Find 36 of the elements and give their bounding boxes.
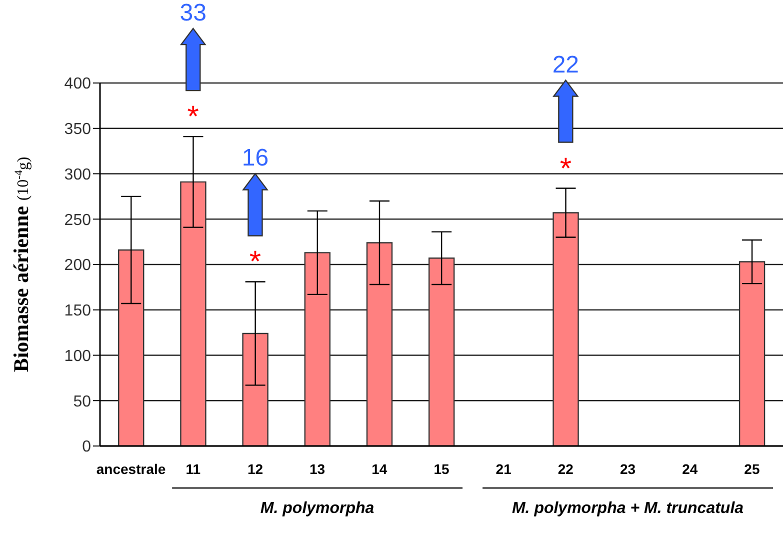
bar	[428, 258, 455, 446]
text: 33	[180, 0, 206, 27]
bar	[118, 249, 144, 446]
bar	[180, 181, 206, 446]
annotation: *	[187, 100, 200, 134]
y-tick-label: 250	[64, 212, 92, 229]
annotation: 16	[242, 144, 269, 172]
bar	[552, 212, 579, 446]
bar	[366, 242, 393, 446]
bar	[304, 252, 330, 446]
y-tick-label: 150	[64, 302, 92, 320]
y-tick-label: 350	[64, 121, 92, 138]
text: M. polymorpha + M. truncatula	[512, 500, 744, 517]
x-tick-label: 11	[186, 461, 201, 477]
x-tick-label: 21	[496, 461, 512, 477]
annotation: *	[560, 152, 572, 186]
x-tick-label: 13	[310, 461, 326, 477]
y-tick-label: 100	[64, 348, 92, 365]
x-tick-label: 23	[620, 461, 636, 477]
bar	[738, 261, 766, 446]
x-tick-label: 22	[558, 461, 574, 477]
x-tick-label: ancestrale	[96, 461, 166, 477]
bar	[242, 332, 268, 446]
text: M. polymorpha	[260, 500, 374, 517]
text: 22	[552, 51, 580, 78]
y-tick-label: 200	[64, 257, 92, 274]
x-tick-label: 25	[744, 461, 760, 477]
x-tick-label: 24	[682, 461, 698, 477]
y-tick-label: 50	[73, 393, 92, 410]
x-tick-label: 14	[372, 461, 388, 477]
y-tick-label: 400	[64, 76, 92, 93]
x-tick-label: 12	[247, 461, 264, 477]
x-tick-label: 15	[434, 461, 450, 477]
y-tick-label: 0	[82, 438, 92, 456]
annotation: *	[249, 246, 262, 279]
y-tick-label: 300	[64, 166, 92, 184]
